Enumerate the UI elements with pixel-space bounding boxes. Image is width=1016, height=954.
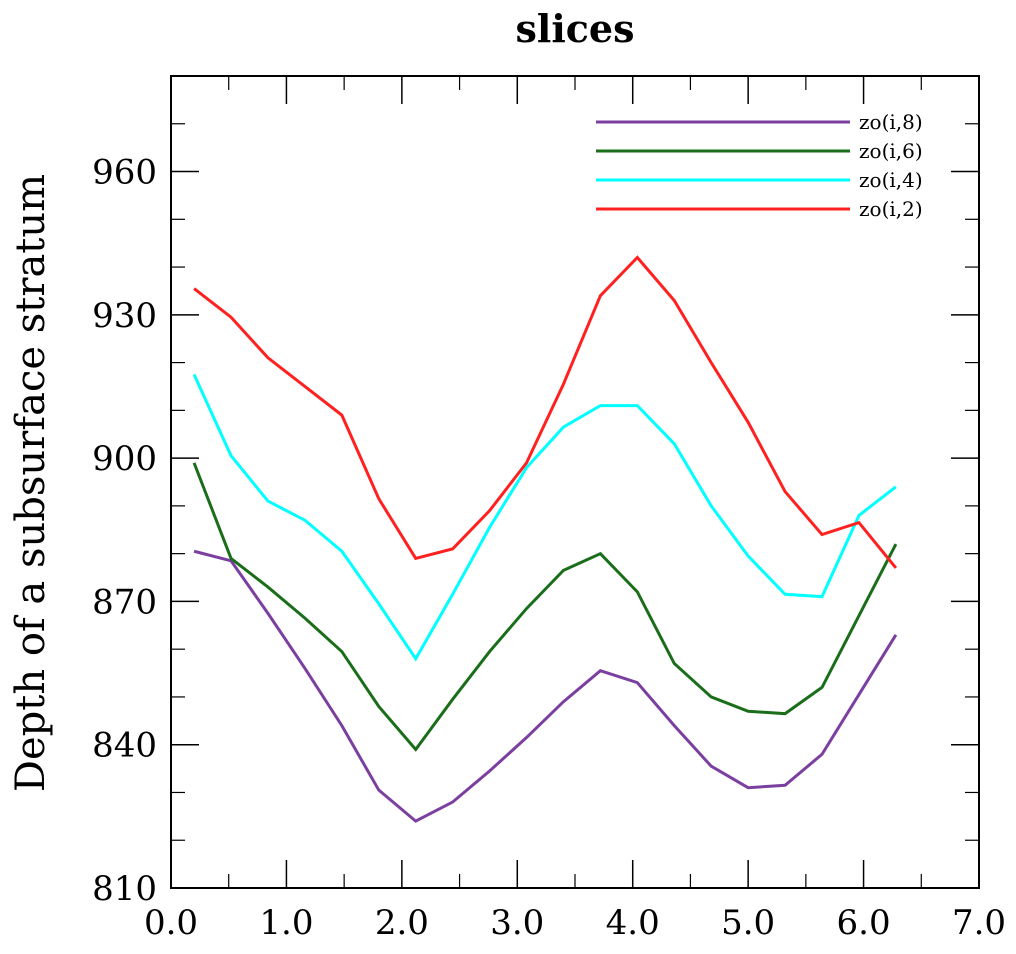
x-tick-label: 7.0 bbox=[952, 903, 1006, 943]
y-tick-label: 810 bbox=[92, 869, 157, 909]
x-tick-label: 2.0 bbox=[375, 903, 429, 943]
x-tick-label: 6.0 bbox=[837, 903, 891, 943]
y-tick-label: 960 bbox=[92, 153, 157, 193]
x-tick-label: 1.0 bbox=[259, 903, 313, 943]
y-tick-label: 840 bbox=[92, 726, 157, 766]
x-tick-label: 4.0 bbox=[606, 903, 660, 943]
plot-frame bbox=[170, 75, 980, 889]
legend-label: zo(i,2) bbox=[859, 197, 923, 221]
y-axis-label: Depth of a subsurface stratum bbox=[8, 174, 54, 792]
y-tick-label: 930 bbox=[92, 296, 157, 336]
series-line-zo(i,8) bbox=[193, 549, 898, 823]
chart-title: slices bbox=[516, 6, 635, 51]
legend-label: zo(i,6) bbox=[859, 139, 923, 163]
series-lines bbox=[192, 255, 898, 823]
x-tick-label: 0.0 bbox=[144, 903, 198, 943]
series-line-zo(i,6) bbox=[192, 462, 898, 752]
x-tick-label: 3.0 bbox=[490, 903, 544, 943]
series-line-zo(i,4) bbox=[192, 373, 897, 662]
series-line-zo(i,2) bbox=[193, 255, 898, 569]
tick-labels: 0.0 1.0 2.0 3.0 4.0 5.0 6.0 7.0 810 840 870 900 930 9… bbox=[92, 153, 1006, 943]
y-tick-label: 870 bbox=[92, 582, 157, 622]
legend-label: zo(i,8) bbox=[859, 110, 923, 134]
legend: zo(i,8) zo(i,6) zo(i,4) zo(i,2) bbox=[596, 110, 923, 221]
x-tick-label: 5.0 bbox=[721, 903, 775, 943]
y-tick-label: 900 bbox=[92, 439, 157, 479]
legend-label: zo(i,4) bbox=[859, 168, 923, 192]
axis-ticks bbox=[170, 76, 980, 889]
